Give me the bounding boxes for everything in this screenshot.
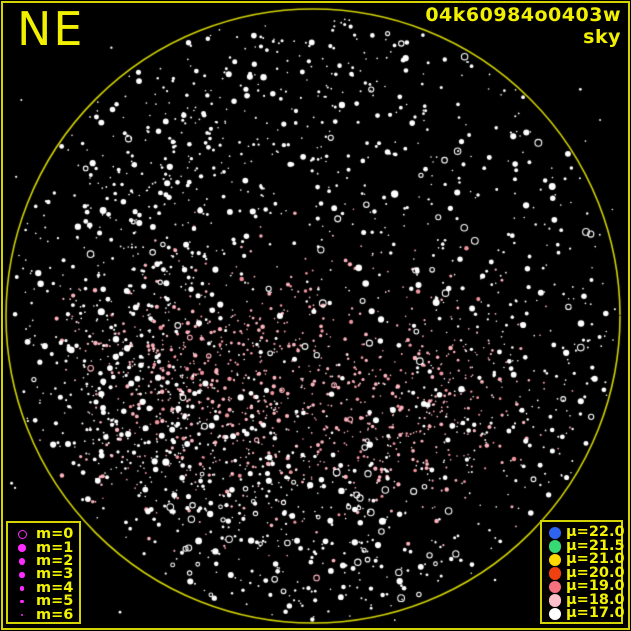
magnitude-size-legend: m=0 m=1 m=2 m=3 m=4 m=5 m=6 bbox=[6, 521, 81, 624]
legend-swatch-icon bbox=[548, 540, 562, 553]
filled-circle-marker-icon bbox=[18, 558, 26, 565]
m-legend-row: m=0 bbox=[16, 526, 79, 543]
legend-swatch-icon bbox=[16, 530, 28, 540]
mu-legend-row: μ=18.0 bbox=[548, 593, 625, 607]
mu-legend-row: μ=20.0 bbox=[548, 566, 625, 580]
legend-swatch-icon bbox=[548, 526, 562, 539]
legend-label: μ=21.5 bbox=[566, 537, 625, 554]
legend-swatch-icon bbox=[16, 614, 28, 617]
color-swatch-icon bbox=[548, 594, 562, 607]
mu-legend-row: μ=17.0 bbox=[548, 606, 625, 621]
legend-label: μ=20.0 bbox=[566, 564, 625, 581]
legend-swatch-icon bbox=[16, 599, 28, 604]
filled-circle-marker-icon bbox=[20, 599, 24, 604]
color-swatch-icon bbox=[548, 607, 562, 620]
color-swatch-icon bbox=[548, 540, 562, 553]
m-legend-row: m=5 bbox=[16, 593, 79, 610]
legend-swatch-icon bbox=[548, 607, 562, 620]
legend-swatch-icon bbox=[16, 544, 28, 552]
legend-label: m=1 bbox=[36, 539, 74, 556]
color-swatch-icon bbox=[548, 553, 562, 566]
filled-circle-marker-icon bbox=[19, 572, 25, 578]
legend-swatch-icon bbox=[16, 586, 28, 591]
filled-circle-marker-icon bbox=[18, 544, 26, 552]
m-legend-row: m=6 bbox=[16, 606, 79, 623]
legend-label: μ=22.0 bbox=[566, 524, 625, 541]
mu-color-legend: μ=22.0 μ=21.5 μ=21.0 μ=20.0 μ=19.0 μ=18.0 μ=17… bbox=[540, 520, 625, 624]
m-legend-row: m=2 bbox=[16, 552, 79, 569]
field-subtitle: sky bbox=[583, 26, 621, 49]
open-circle-marker-icon bbox=[17, 530, 27, 540]
mu-legend-row: μ=22.0 bbox=[548, 525, 625, 540]
legend-swatch-icon bbox=[548, 594, 562, 607]
legend-label: μ=18.0 bbox=[566, 591, 625, 608]
legend-label: m=4 bbox=[36, 579, 74, 596]
legend-label: μ=17.0 bbox=[566, 605, 625, 622]
legend-swatch-icon bbox=[548, 553, 562, 566]
legend-swatch-icon bbox=[16, 558, 28, 565]
m-legend-row: m=3 bbox=[16, 566, 79, 583]
legend-label: m=5 bbox=[36, 593, 74, 610]
color-swatch-icon bbox=[548, 567, 562, 580]
quadrant-label: NE bbox=[17, 2, 85, 56]
color-swatch-icon bbox=[548, 526, 562, 539]
legend-label: m=6 bbox=[36, 606, 74, 623]
mu-legend-row: μ=19.0 bbox=[548, 579, 625, 594]
m-legend-row: m=1 bbox=[16, 539, 79, 556]
m-legend-row: m=4 bbox=[16, 579, 79, 596]
title-block: 04k60984o0403w sky bbox=[425, 4, 621, 49]
filled-circle-marker-icon bbox=[21, 614, 23, 617]
color-swatch-icon bbox=[548, 580, 562, 593]
mu-legend-row: μ=21.0 bbox=[548, 552, 625, 567]
legend-label: μ=19.0 bbox=[566, 578, 625, 595]
legend-label: m=2 bbox=[36, 552, 74, 569]
legend-swatch-icon bbox=[548, 580, 562, 593]
field-title: 04k60984o0403w bbox=[425, 4, 621, 26]
filled-circle-marker-icon bbox=[19, 586, 25, 591]
legend-label: m=0 bbox=[36, 526, 74, 543]
legend-label: m=3 bbox=[36, 566, 74, 583]
legend-swatch-icon bbox=[16, 572, 28, 578]
legend-label: μ=21.0 bbox=[566, 551, 625, 568]
mu-legend-row: μ=21.5 bbox=[548, 539, 625, 553]
legend-swatch-icon bbox=[548, 567, 562, 580]
